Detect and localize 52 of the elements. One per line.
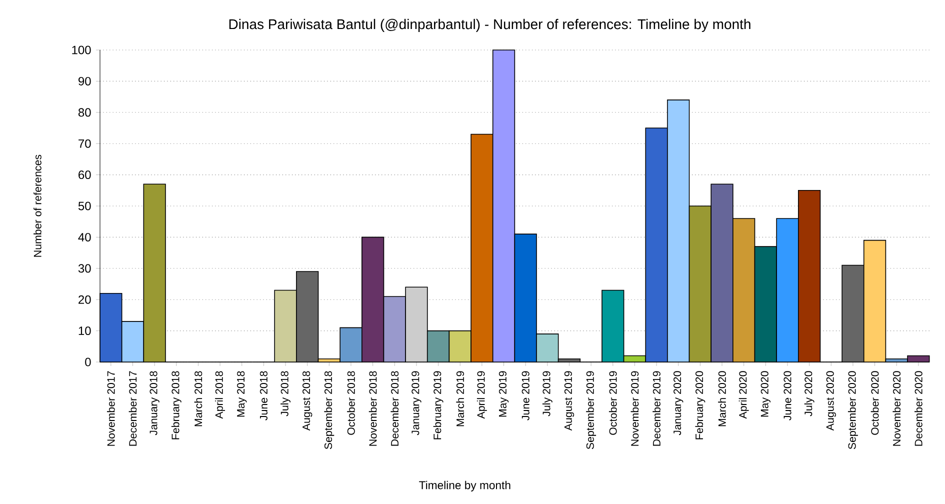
- x-tick-label: February 2020: [695, 371, 706, 440]
- x-tick-label: August 2019: [564, 371, 574, 431]
- x-tick-label: March 2019: [456, 371, 464, 426]
- x-tick-label: April 2020: [738, 371, 749, 419]
- x-tick-label: March 2020: [718, 371, 726, 426]
- x-tick-label: September 2018: [324, 371, 334, 450]
- x-tick-label: April 2019: [476, 371, 487, 419]
- y-tick-label: 60: [78, 170, 91, 180]
- y-tick-label: 0: [85, 358, 91, 366]
- x-tick-label: May 2020: [760, 371, 770, 417]
- x-tick-label: July 2020: [804, 371, 814, 416]
- x-tick-label: November 2020: [892, 371, 901, 446]
- x-tick-label: June 2018: [260, 371, 268, 420]
- x-tick-label: May 2019: [498, 371, 509, 417]
- y-tick-label: 40: [78, 232, 91, 242]
- x-tick-label: December 2017: [128, 371, 137, 446]
- x-tick-label: September 2020: [848, 371, 858, 450]
- x-tick-label: February 2019: [433, 371, 444, 440]
- x-tick-label: June 2020: [784, 371, 792, 420]
- x-tick-label: August 2020: [826, 371, 836, 431]
- x-tick-label: March 2018: [194, 371, 202, 426]
- y-tick-label: 90: [78, 76, 91, 86]
- x-tick-label: November 2018: [368, 371, 377, 446]
- x-tick-label: December 2019: [652, 371, 660, 446]
- x-tick-label: October 2020: [870, 371, 879, 435]
- y-tick-label: 30: [78, 264, 91, 273]
- y-tick-label: 50: [78, 202, 91, 210]
- y-tick-label: 10: [78, 326, 91, 336]
- x-tick-label: December 2018: [390, 371, 399, 446]
- x-axis-title: Timeline by month: [419, 480, 510, 492]
- x-tick-label: January 2018: [150, 371, 160, 436]
- x-tick-label: January 2019: [412, 371, 422, 436]
- x-tick-label: September 2019: [586, 371, 596, 450]
- x-tick-label: November 2017: [106, 371, 115, 446]
- x-tick-label: November 2019: [630, 371, 639, 446]
- x-tick-label: August 2018: [302, 371, 312, 431]
- x-tick-label: July 2018: [280, 371, 290, 416]
- x-tick-label: April 2018: [215, 371, 226, 419]
- y-tick-label: 100: [72, 46, 91, 54]
- x-tick-label: October 2018: [347, 371, 355, 435]
- x-tick-label: February 2018: [171, 371, 182, 440]
- x-tick-label: October 2019: [608, 371, 617, 435]
- x-tick-label: January 2020: [674, 371, 684, 436]
- y-axis-title: Number of references: [34, 154, 42, 257]
- x-tick-label: May 2018: [237, 371, 247, 417]
- chart-title: Dinas Pariwisata Bantul (@dinparbantul) - Number of references: Timeline by month: [229, 18, 750, 32]
- x-tick-label: July 2019: [542, 371, 552, 416]
- x-tick-label: June 2019: [522, 371, 530, 420]
- y-tick-label: 80: [78, 108, 91, 117]
- x-tick-label: December 2020: [914, 371, 922, 446]
- y-tick-label: 20: [78, 295, 91, 304]
- y-tick-label: 70: [78, 139, 91, 148]
